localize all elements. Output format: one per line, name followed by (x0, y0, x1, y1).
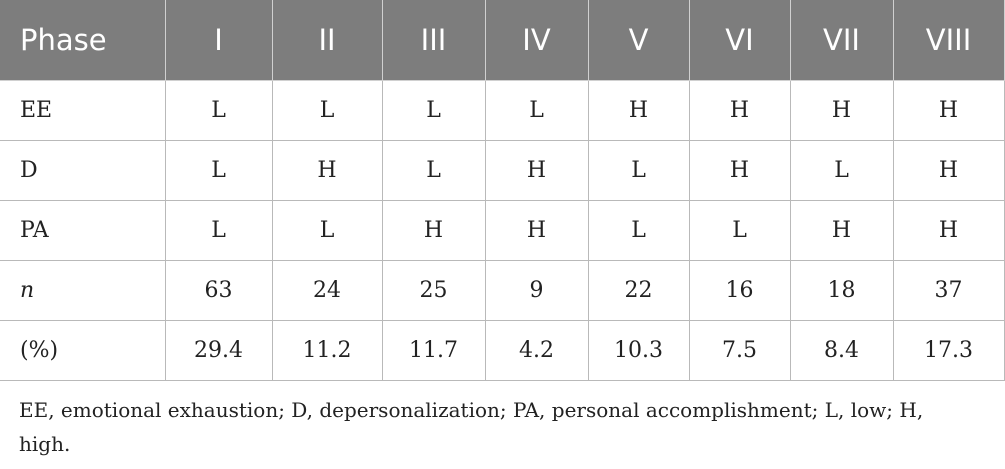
table-cell: 9 (484, 259, 589, 321)
table-cell: H (892, 199, 1005, 261)
table-cell: 63 (164, 259, 273, 321)
row-label: n (0, 259, 166, 321)
table-cell: H (789, 79, 894, 141)
header-row: Phase I II III IV V VI VII VIII (0, 0, 1005, 81)
row-label: PA (0, 199, 166, 261)
table-cell: L (587, 199, 690, 261)
table-cell: 11.7 (381, 319, 486, 381)
table-row-percent: (%) 29.4 11.2 11.7 4.2 10.3 7.5 8.4 17.3 (0, 319, 1005, 381)
table-cell: H (892, 139, 1005, 201)
header-phase-label: Phase (0, 0, 166, 81)
table-cell: 17.3 (892, 319, 1005, 381)
header-phase-vi: VI (688, 0, 791, 81)
table-row-ee: EE L L L L H H H H (0, 79, 1005, 141)
table-cell: 10.3 (587, 319, 690, 381)
row-label: (%) (0, 319, 166, 381)
table-cell: H (587, 79, 690, 141)
table-cell: H (789, 199, 894, 261)
table-row-n: n 63 24 25 9 22 16 18 37 (0, 259, 1005, 321)
table-cell: H (381, 199, 486, 261)
table-cell: 16 (688, 259, 791, 321)
header-phase-iv: IV (484, 0, 589, 81)
header-phase-ii: II (271, 0, 383, 81)
table-cell: H (484, 199, 589, 261)
header-phase-i: I (164, 0, 273, 81)
table-cell: L (164, 139, 273, 201)
table-cell: L (484, 79, 589, 141)
table-cell: L (381, 139, 486, 201)
table-cell: L (789, 139, 894, 201)
header-phase-iii: III (381, 0, 486, 81)
table-cell: H (688, 139, 791, 201)
table-cell: L (271, 199, 383, 261)
table-cell: 4.2 (484, 319, 589, 381)
table-cell: L (688, 199, 791, 261)
table-cell: L (164, 199, 273, 261)
table-cell: H (892, 79, 1005, 141)
table-cell: H (688, 79, 791, 141)
row-label: D (0, 139, 166, 201)
table-cell: L (271, 79, 383, 141)
header-phase-vii: VII (789, 0, 894, 81)
header-phase-v: V (587, 0, 690, 81)
phase-table: Phase I II III IV V VI VII VIII EE L L L… (0, 0, 1005, 381)
table-cell: L (164, 79, 273, 141)
table-cell: 18 (789, 259, 894, 321)
header-phase-viii: VIII (892, 0, 1005, 81)
table-cell: L (381, 79, 486, 141)
table-cell: H (484, 139, 589, 201)
table-cell: 29.4 (164, 319, 273, 381)
table-cell: 25 (381, 259, 486, 321)
table-cell: 11.2 (271, 319, 383, 381)
table-cell: 7.5 (688, 319, 791, 381)
table-footnote: EE, emotional exhaustion; D, depersonali… (19, 398, 924, 456)
table-cell: 24 (271, 259, 383, 321)
table-cell: H (271, 139, 383, 201)
table-cell: 8.4 (789, 319, 894, 381)
table-row-pa: PA L L H H L L H H (0, 199, 1005, 261)
table-cell: 37 (892, 259, 1005, 321)
table-cell: L (587, 139, 690, 201)
table-row-d: D L H L H L H L H (0, 139, 1005, 201)
row-label: EE (0, 79, 166, 141)
phase-table-container: Phase I II III IV V VI VII VIII EE L L L… (0, 0, 1005, 381)
table-cell: 22 (587, 259, 690, 321)
